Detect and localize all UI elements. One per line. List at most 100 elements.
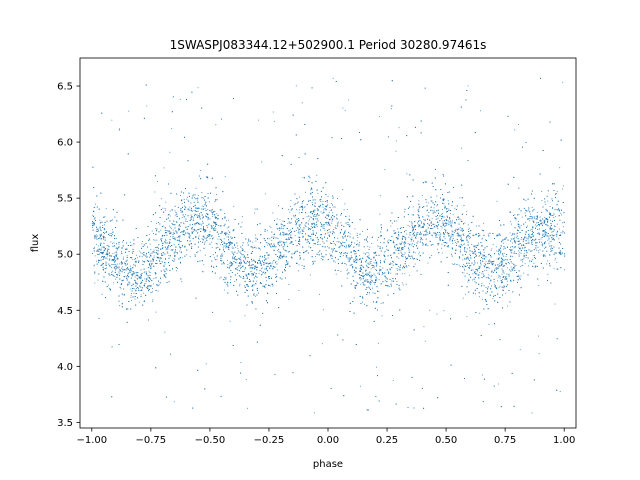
data-point [333, 232, 335, 234]
data-point [332, 230, 334, 232]
data-point [159, 263, 161, 265]
data-point [259, 249, 261, 251]
data-point [535, 215, 537, 217]
data-point [179, 237, 181, 239]
data-point [477, 275, 479, 277]
data-point [192, 230, 194, 232]
data-point [507, 305, 509, 307]
data-point [492, 264, 494, 266]
data-point [179, 250, 181, 252]
data-point [301, 229, 303, 231]
data-point [174, 210, 176, 212]
data-point [370, 281, 371, 282]
data-point [105, 208, 107, 210]
data-point [194, 197, 195, 199]
data-point [452, 231, 454, 233]
data-point [202, 207, 204, 209]
data-point [530, 236, 532, 238]
data-point [467, 281, 469, 283]
data-point [93, 237, 95, 239]
data-point [451, 226, 453, 228]
data-point [259, 282, 261, 284]
data-point [264, 287, 266, 289]
data-point [330, 202, 332, 204]
data-point [130, 299, 132, 301]
data-point [458, 264, 460, 266]
data-point [514, 236, 516, 238]
data-point [549, 206, 551, 207]
data-point [346, 244, 347, 246]
data-point [556, 235, 558, 237]
data-point [120, 267, 122, 269]
data-point [198, 228, 200, 230]
data-point [363, 252, 365, 254]
data-point [368, 275, 370, 277]
data-point [488, 324, 490, 325]
data-point [435, 218, 437, 220]
data-point [271, 263, 273, 265]
data-point [226, 227, 228, 229]
data-point [361, 278, 363, 280]
data-point [558, 208, 559, 210]
data-point [484, 262, 486, 264]
data-point [205, 363, 207, 365]
data-point [537, 250, 539, 252]
data-point [493, 263, 495, 265]
data-point [466, 238, 468, 240]
data-point [445, 222, 447, 224]
data-point [211, 246, 213, 248]
data-point [247, 276, 248, 278]
data-point [496, 200, 498, 202]
data-point [473, 235, 475, 237]
data-point [463, 243, 465, 245]
data-point [133, 287, 135, 289]
data-point [560, 232, 562, 234]
data-point [366, 252, 368, 254]
data-point [127, 267, 129, 269]
data-point [241, 244, 243, 246]
data-point [452, 242, 454, 244]
data-point [193, 217, 194, 219]
data-point [165, 201, 167, 203]
data-point [417, 213, 419, 215]
data-point [332, 212, 334, 214]
data-point [510, 251, 512, 253]
data-point [506, 280, 508, 282]
data-point [210, 241, 212, 243]
data-point [217, 225, 219, 226]
data-point [327, 195, 329, 197]
data-point [170, 236, 171, 238]
data-point [496, 250, 498, 252]
data-point [304, 191, 306, 193]
data-point [433, 207, 435, 209]
data-point [189, 209, 191, 211]
data-point [262, 272, 264, 274]
data-point [449, 240, 451, 242]
data-point [412, 229, 414, 230]
data-point [523, 257, 525, 259]
data-point [384, 258, 386, 260]
data-point [174, 259, 176, 261]
data-point [99, 226, 101, 228]
data-point [247, 242, 249, 244]
data-point [402, 235, 404, 237]
data-point [538, 284, 540, 286]
data-point [329, 253, 331, 255]
data-point [121, 250, 122, 252]
data-point [555, 234, 557, 236]
data-point [324, 233, 326, 235]
data-point [414, 231, 416, 233]
data-point [156, 260, 158, 261]
data-point [151, 221, 153, 223]
data-point [541, 235, 543, 237]
data-point [313, 215, 314, 217]
data-point [400, 250, 402, 252]
data-point [459, 266, 461, 267]
data-point [406, 233, 408, 235]
data-point [365, 280, 367, 282]
data-point [511, 249, 513, 251]
data-point [97, 248, 99, 250]
data-point [440, 233, 442, 235]
data-point [543, 216, 545, 218]
